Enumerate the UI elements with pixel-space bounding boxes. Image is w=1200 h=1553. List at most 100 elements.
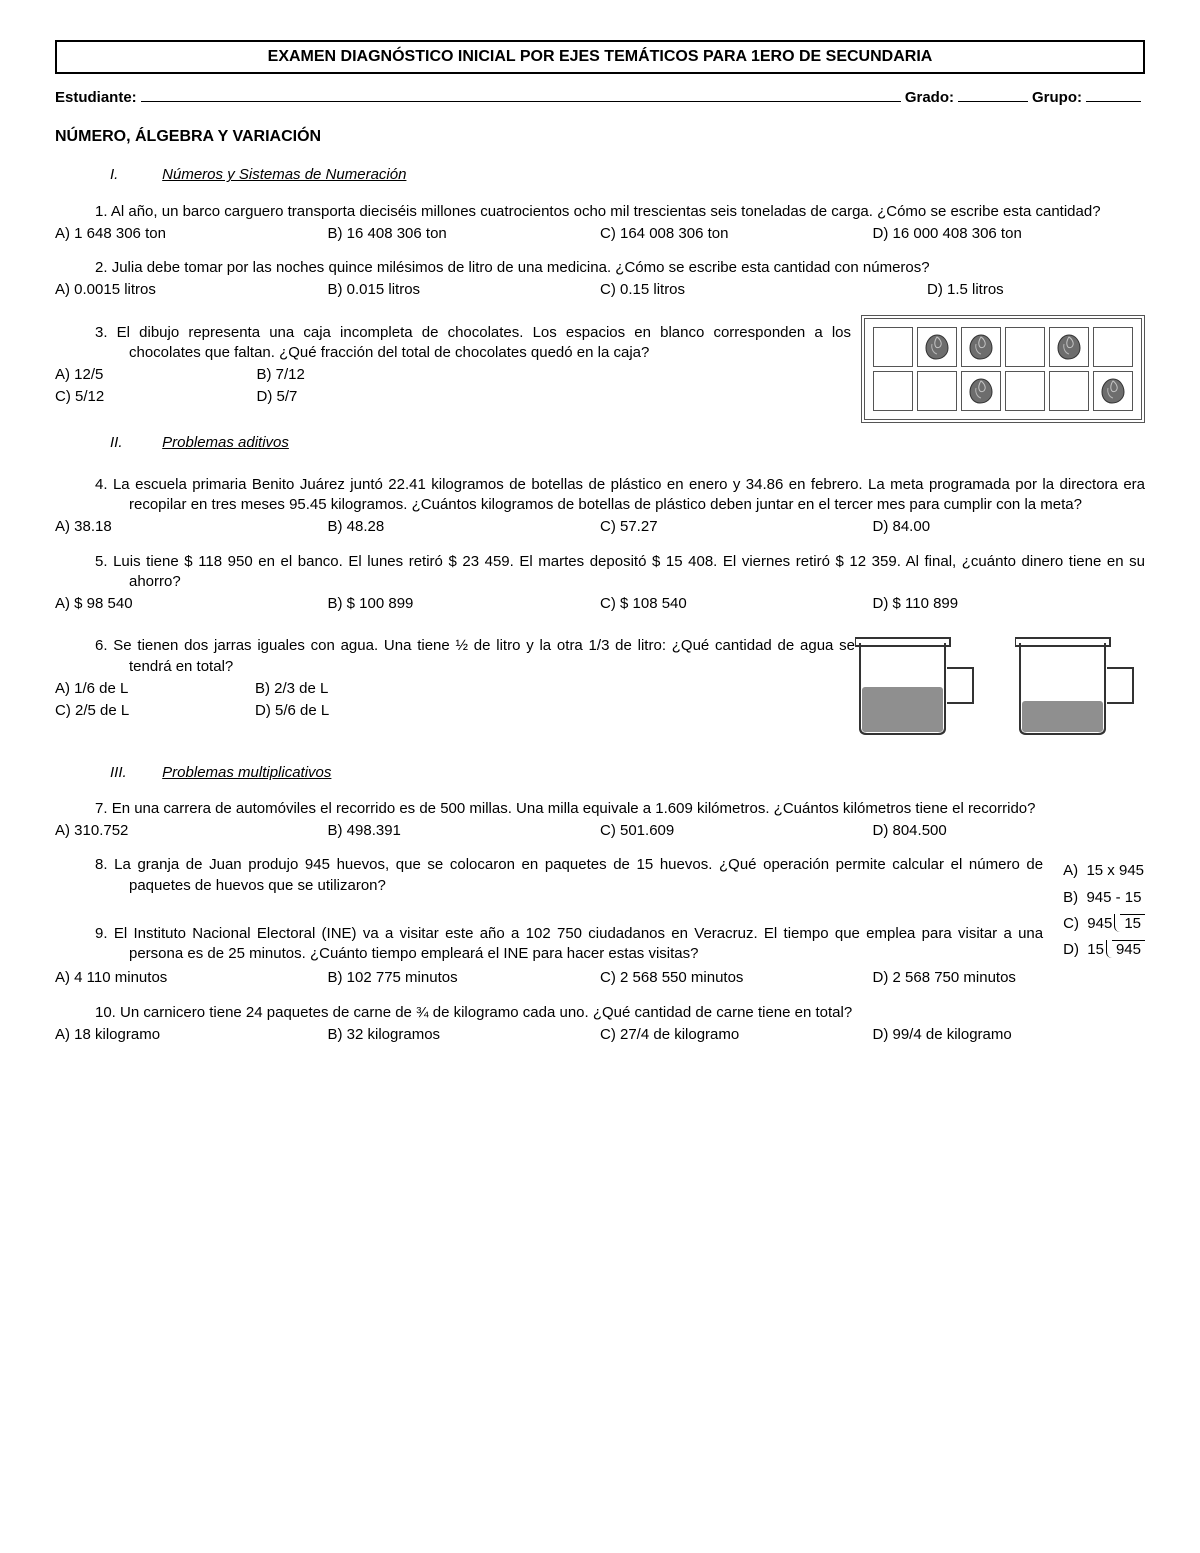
question-6-row: 6. Se tienen dos jarras iguales con agua… (55, 628, 1145, 754)
choco-cell (1005, 327, 1045, 367)
q6-num: 6. (95, 637, 108, 654)
q8-opt-c[interactable]: C) 94515 (1063, 914, 1145, 934)
q8-opt-d-divisor: 15 (1087, 941, 1104, 958)
q2-text: Julia debe tomar por las noches quince m… (112, 259, 930, 276)
jug-third (1015, 628, 1145, 754)
q2-opt-c[interactable]: C) 0.15 litros (600, 280, 927, 300)
choco-cell (873, 371, 913, 411)
q9-opt-b[interactable]: B) 102 775 minutos (328, 968, 601, 988)
q8-text: La granja de Juan produjo 945 huevos, qu… (114, 856, 1043, 893)
q9-num: 9. (95, 925, 108, 942)
q5-opt-a[interactable]: A) $ 98 540 (55, 594, 328, 614)
q8-opt-c-dividend: 15 (1120, 914, 1145, 932)
q6-opt-d[interactable]: D) 5/6 de L (255, 701, 455, 721)
q1-opt-b[interactable]: B) 16 408 306 ton (328, 224, 601, 244)
question-9: 9. El Instituto Nacional Electoral (INE)… (55, 924, 1145, 965)
q6-answers-row2: C) 2/5 de L D) 5/6 de L (55, 701, 855, 721)
q9-text: El Instituto Nacional Electoral (INE) va… (114, 925, 1043, 962)
q4-opt-d[interactable]: D) 84.00 (873, 517, 1146, 537)
question-5: 5. Luis tiene $ 118 950 en el banco. El … (55, 552, 1145, 593)
choco-cell (961, 327, 1001, 367)
choco-cell (917, 327, 957, 367)
q3-answers-row1: A) 12/5 B) 7/12 (55, 365, 861, 385)
group-label: Grupo: (1032, 88, 1082, 108)
q7-opt-a[interactable]: A) 310.752 (55, 821, 328, 841)
q6-opt-a[interactable]: A) 1/6 de L (55, 679, 255, 699)
q2-answers: A) 0.0015 litros B) 0.015 litros C) 0.15… (55, 280, 1145, 300)
q3-opt-a[interactable]: A) 12/5 (55, 365, 257, 385)
choco-cell (1049, 371, 1089, 411)
q10-opt-c[interactable]: C) 27/4 de kilogramo (600, 1025, 873, 1045)
q4-opt-a[interactable]: A) 38.18 (55, 517, 328, 537)
question-3: 3. El dibujo representa una caja incompl… (55, 323, 861, 364)
q8-opt-b[interactable]: B) 945 - 15 (1063, 888, 1145, 908)
group-blank[interactable] (1086, 101, 1141, 102)
choco-cell (873, 327, 913, 367)
roman-ii-text: Problemas aditivos (162, 434, 289, 451)
q6-opt-b[interactable]: B) 2/3 de L (255, 679, 455, 699)
q7-text: En una carrera de automóviles el recorri… (112, 800, 1036, 817)
q7-opt-c[interactable]: C) 501.609 (600, 821, 873, 841)
q8-opt-a[interactable]: A) 15 x 945 (1063, 861, 1145, 881)
question-1: 1. Al año, un barco carguero transporta … (55, 202, 1145, 222)
q10-answers: A) 18 kilogramo B) 32 kilogramos C) 27/4… (55, 1025, 1145, 1045)
q3-opt-d[interactable]: D) 5/7 (257, 387, 459, 407)
q10-opt-b[interactable]: B) 32 kilogramos (328, 1025, 601, 1045)
q10-opt-a[interactable]: A) 18 kilogramo (55, 1025, 328, 1045)
q4-opt-b[interactable]: B) 48.28 (328, 517, 601, 537)
grade-blank[interactable] (958, 101, 1028, 102)
question-2: 2. Julia debe tomar por las noches quinc… (55, 258, 1145, 278)
q7-opt-b[interactable]: B) 498.391 (328, 821, 601, 841)
roman-i-num: I. (110, 165, 158, 185)
q1-opt-d[interactable]: D) 16 000 408 306 ton (873, 224, 1146, 244)
q4-num: 4. (95, 476, 108, 493)
section-heading: NÚMERO, ÁLGEBRA Y VARIACIÓN (55, 126, 1145, 148)
q10-opt-d[interactable]: D) 99/4 de kilogramo (873, 1025, 1146, 1045)
question-6: 6. Se tienen dos jarras iguales con agua… (55, 636, 855, 677)
q2-opt-b[interactable]: B) 0.015 litros (328, 280, 601, 300)
q8-opt-b-label: B) (1063, 889, 1078, 906)
q5-opt-b[interactable]: B) $ 100 899 (328, 594, 601, 614)
roman-iii: III. Problemas multiplicativos (110, 763, 1145, 783)
q2-opt-a[interactable]: A) 0.0015 litros (55, 280, 328, 300)
q5-opt-c[interactable]: C) $ 108 540 (600, 594, 873, 614)
q5-num: 5. (95, 553, 108, 570)
q9-opt-c[interactable]: C) 2 568 550 minutos (600, 968, 873, 988)
q3-opt-b[interactable]: B) 7/12 (257, 365, 459, 385)
q8-opt-d-dividend: 945 (1112, 940, 1145, 958)
roman-ii: II. Problemas aditivos (110, 433, 1145, 453)
q10-text: Un carnicero tiene 24 paquetes de carne … (120, 1004, 852, 1021)
q5-opt-d[interactable]: D) $ 110 899 (873, 594, 1146, 614)
roman-iii-text: Problemas multiplicativos (162, 764, 331, 781)
grade-label: Grado: (905, 88, 954, 108)
q5-answers: A) $ 98 540 B) $ 100 899 C) $ 108 540 D)… (55, 594, 1145, 614)
roman-i: I. Números y Sistemas de Numeración (110, 165, 1145, 185)
q2-opt-d[interactable]: D) 1.5 litros (927, 280, 1145, 300)
q1-opt-a[interactable]: A) 1 648 306 ton (55, 224, 328, 244)
q9-opt-a[interactable]: A) 4 110 minutos (55, 968, 328, 988)
q8-operations-column: A) 15 x 945 B) 945 - 15 C) 94515 D) 15 94… (1063, 855, 1145, 966)
q1-answers: A) 1 648 306 ton B) 16 408 306 ton C) 16… (55, 224, 1145, 244)
q8-opt-a-expr: 15 x 945 (1086, 862, 1144, 879)
q4-opt-c[interactable]: C) 57.27 (600, 517, 873, 537)
choco-cell (1049, 327, 1089, 367)
q4-answers: A) 38.18 B) 48.28 C) 57.27 D) 84.00 (55, 517, 1145, 537)
q3-opt-c[interactable]: C) 5/12 (55, 387, 257, 407)
question-7: 7. En una carrera de automóviles el reco… (55, 799, 1145, 819)
student-info-line: Estudiante: Grado: Grupo: (55, 88, 1145, 108)
q8-opt-d-label: D) (1063, 941, 1079, 958)
question-8: 8. La granja de Juan produjo 945 huevos,… (55, 855, 1145, 896)
q7-opt-d[interactable]: D) 804.500 (873, 821, 1146, 841)
student-blank[interactable] (141, 101, 901, 102)
roman-ii-num: II. (110, 433, 158, 453)
question-3-row: 3. El dibujo representa una caja incompl… (55, 315, 1145, 423)
q1-opt-c[interactable]: C) 164 008 306 ton (600, 224, 873, 244)
q6-answers-row1: A) 1/6 de L B) 2/3 de L (55, 679, 855, 699)
chocolate-box-figure (861, 315, 1145, 423)
q9-opt-d[interactable]: D) 2 568 750 minutos (873, 968, 1146, 988)
q10-num: 10. (95, 1004, 116, 1021)
q6-opt-c[interactable]: C) 2/5 de L (55, 701, 255, 721)
q3-answers-row2: C) 5/12 D) 5/7 (55, 387, 861, 407)
q8-opt-d[interactable]: D) 15 945 (1063, 940, 1145, 960)
q7-num: 7. (95, 800, 108, 817)
